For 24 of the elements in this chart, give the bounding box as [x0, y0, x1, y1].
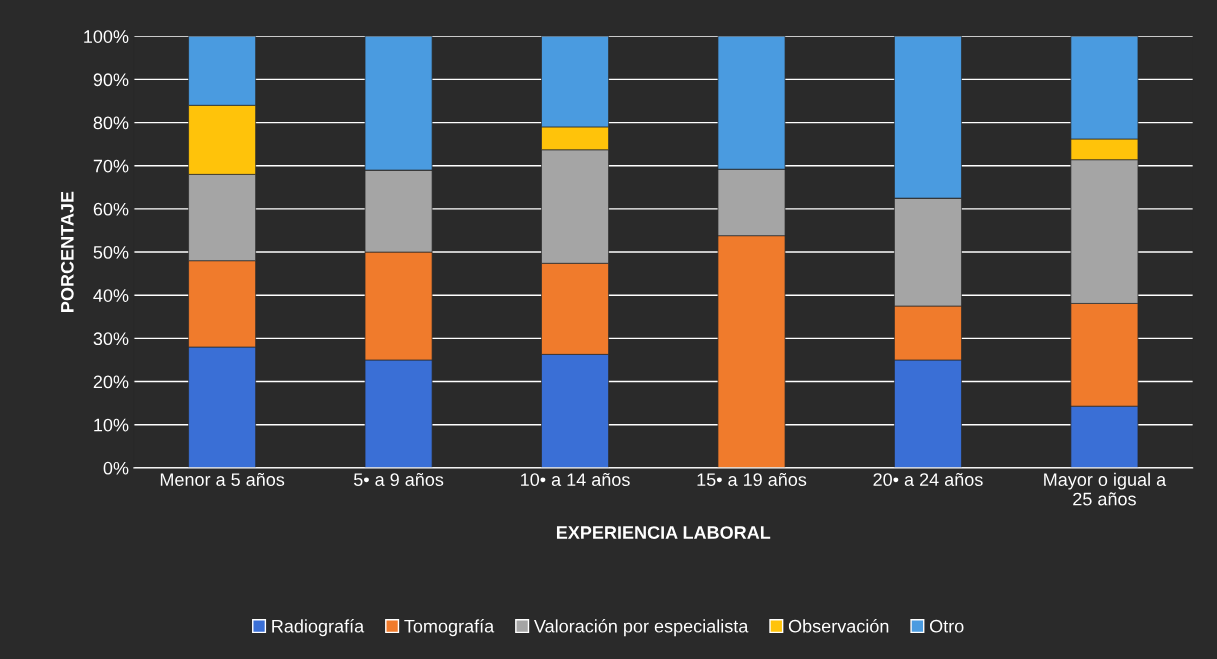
legend-label: Otro: [929, 619, 964, 633]
y-tick-label: 40%: [93, 289, 129, 302]
y-tick-label: 20%: [93, 375, 129, 389]
y-tick-label: 0%: [103, 461, 129, 475]
x-axis-title: EXPERIENCIA LABORAL: [556, 526, 771, 539]
legend-label: Observación: [788, 619, 889, 633]
y-tick-label: 60%: [93, 202, 129, 216]
legend-label: Valoración por especialista: [533, 619, 749, 637]
y-axis-title: PORCENTAJE: [60, 191, 74, 312]
legend-label: Radiografía: [272, 619, 365, 637]
x-tick-label: Mayor o igual a 25 años: [1044, 472, 1167, 506]
y-tick-label: 90%: [93, 73, 129, 87]
y-tick-label: 10%: [94, 418, 129, 432]
y-tick-label: 70%: [93, 159, 129, 173]
x-tick-label: 20• a 24 años: [873, 472, 983, 487]
x-tick-label: Menor a 5 años: [160, 472, 285, 487]
legend-label: Tomografía: [404, 619, 495, 637]
y-tick-label: 80%: [93, 116, 129, 130]
y-tick-label: 100%: [84, 30, 129, 43]
y-tick-label: 30%: [93, 332, 129, 346]
x-tick-label: 15• a 19 años: [697, 472, 807, 487]
x-tick-label: 10• a 14 años: [521, 472, 630, 487]
x-tick-label: 5• a 9 años: [353, 472, 444, 487]
y-tick-label: 50%: [93, 246, 129, 259]
